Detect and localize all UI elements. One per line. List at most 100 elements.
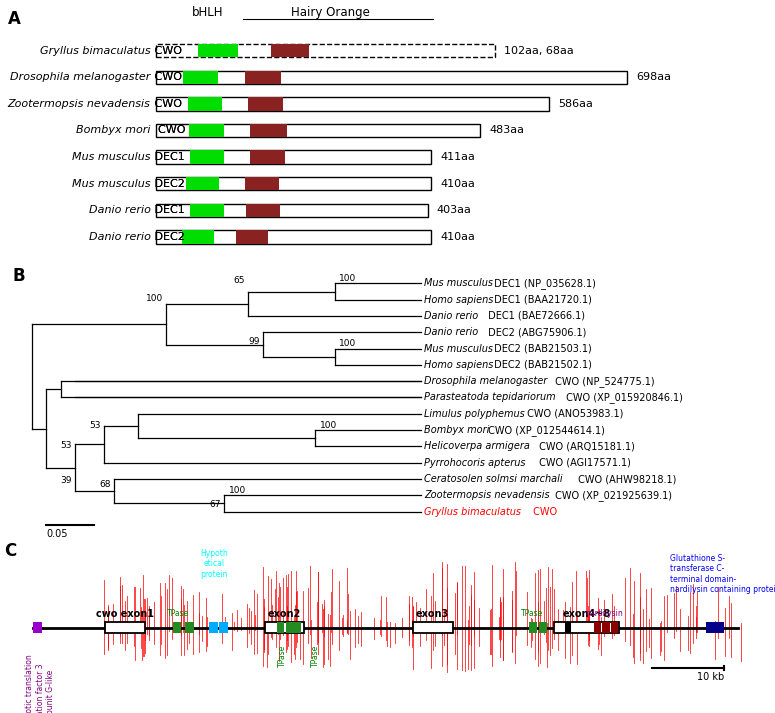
Text: DEC1: DEC1 bbox=[151, 205, 185, 215]
Bar bbox=[156, 71, 627, 84]
Text: Gryllus bimaculatus: Gryllus bimaculatus bbox=[40, 46, 150, 56]
Text: Parasteatoda tepidariorum: Parasteatoda tepidariorum bbox=[424, 392, 556, 403]
Bar bbox=[236, 230, 268, 244]
Text: Drosophila melanogaster: Drosophila melanogaster bbox=[424, 376, 547, 386]
Bar bbox=[246, 204, 281, 217]
Text: TPase: TPase bbox=[521, 609, 543, 617]
Bar bbox=[208, 622, 218, 633]
Text: CWO (ANO53983.1): CWO (ANO53983.1) bbox=[525, 409, 624, 419]
Text: Zootermopsis nevadensis: Zootermopsis nevadensis bbox=[8, 99, 150, 109]
Text: CWO (XP_012544614.1): CWO (XP_012544614.1) bbox=[485, 425, 605, 436]
Text: 483aa: 483aa bbox=[489, 125, 524, 135]
Text: Danio rerio: Danio rerio bbox=[424, 311, 478, 321]
Text: 39: 39 bbox=[60, 476, 72, 485]
Text: CWO: CWO bbox=[530, 507, 557, 517]
Bar bbox=[413, 622, 453, 633]
Bar bbox=[189, 124, 224, 137]
Text: Mus musculus: Mus musculus bbox=[72, 179, 150, 189]
Bar bbox=[173, 622, 181, 633]
Text: 10 kb: 10 kb bbox=[697, 672, 724, 682]
Text: eukaryotic translation
initiation factor 3
subunit G-like: eukaryotic translation initiation factor… bbox=[26, 655, 55, 713]
Text: Homo sapiens: Homo sapiens bbox=[424, 360, 494, 370]
Bar bbox=[183, 71, 219, 84]
Text: TPase: TPase bbox=[167, 609, 189, 617]
Text: 100: 100 bbox=[320, 421, 337, 430]
Text: Danio rerio: Danio rerio bbox=[88, 205, 150, 215]
Text: Danio rerio: Danio rerio bbox=[88, 232, 150, 242]
Text: Limulus polyphemus: Limulus polyphemus bbox=[424, 409, 525, 419]
Text: 0.05: 0.05 bbox=[46, 529, 67, 539]
Text: Gryllus bimaculatus: Gryllus bimaculatus bbox=[424, 507, 521, 517]
Text: 403aa: 403aa bbox=[436, 205, 471, 215]
Text: Hypoth
etical
protein: Hypoth etical protein bbox=[200, 549, 228, 578]
Bar bbox=[602, 622, 610, 633]
Text: exon4~8: exon4~8 bbox=[563, 609, 611, 619]
Text: DEC1: DEC1 bbox=[150, 205, 184, 215]
Bar bbox=[185, 622, 194, 633]
Bar bbox=[187, 177, 219, 190]
Text: CWO: CWO bbox=[150, 99, 181, 109]
Text: bHLH: bHLH bbox=[191, 6, 223, 19]
Text: 99: 99 bbox=[248, 337, 260, 346]
Text: CWO (AGI17571.1): CWO (AGI17571.1) bbox=[536, 458, 630, 468]
Text: TPase: TPase bbox=[278, 645, 287, 667]
Bar bbox=[539, 622, 546, 633]
Text: DEC2 (BAB21502.1): DEC2 (BAB21502.1) bbox=[491, 360, 592, 370]
Text: exon3: exon3 bbox=[416, 609, 449, 619]
Text: DEC2: DEC2 bbox=[150, 179, 184, 189]
Text: B: B bbox=[12, 267, 25, 285]
Bar bbox=[594, 622, 601, 633]
Text: DEC1: DEC1 bbox=[150, 152, 184, 162]
Bar bbox=[156, 230, 432, 244]
Bar bbox=[611, 622, 618, 633]
Text: DEC1 (BAA21720.1): DEC1 (BAA21720.1) bbox=[491, 294, 592, 304]
Text: CWO (XP_021925639.1): CWO (XP_021925639.1) bbox=[553, 490, 672, 501]
Text: DEC2: DEC2 bbox=[150, 232, 184, 242]
Text: 67: 67 bbox=[210, 500, 221, 509]
Text: CWO: CWO bbox=[151, 125, 186, 135]
Bar bbox=[33, 622, 42, 633]
Bar bbox=[198, 44, 238, 57]
Text: CWO (XP_015920846.1): CWO (XP_015920846.1) bbox=[563, 392, 684, 403]
Text: DEC2: DEC2 bbox=[151, 232, 185, 242]
Bar bbox=[277, 622, 284, 633]
Text: 410aa: 410aa bbox=[440, 232, 475, 242]
Text: CWO: CWO bbox=[151, 99, 182, 109]
Text: Bombyx mori: Bombyx mori bbox=[424, 425, 489, 435]
Text: Homo sapiens: Homo sapiens bbox=[424, 294, 494, 304]
Bar bbox=[156, 150, 432, 164]
Bar bbox=[156, 177, 432, 190]
Bar bbox=[219, 622, 228, 633]
Text: 411aa: 411aa bbox=[440, 152, 475, 162]
Bar bbox=[529, 622, 537, 633]
Text: 698aa: 698aa bbox=[636, 72, 671, 82]
Bar bbox=[286, 622, 294, 633]
Text: 53: 53 bbox=[89, 421, 101, 430]
Text: Hairy Orange: Hairy Orange bbox=[291, 6, 370, 19]
Text: CWO: CWO bbox=[150, 46, 181, 56]
Text: A: A bbox=[8, 10, 21, 28]
Text: Bombyx mori: Bombyx mori bbox=[76, 125, 150, 135]
Bar bbox=[156, 97, 549, 111]
Bar bbox=[190, 150, 224, 164]
Text: CWO: CWO bbox=[150, 125, 185, 135]
Text: Pyrrohocoris apterus: Pyrrohocoris apterus bbox=[424, 458, 525, 468]
Text: 100: 100 bbox=[339, 274, 356, 283]
Text: CWO (ARQ15181.1): CWO (ARQ15181.1) bbox=[536, 441, 635, 451]
Text: C: C bbox=[4, 542, 16, 560]
Text: CWO (NP_524775.1): CWO (NP_524775.1) bbox=[553, 376, 655, 386]
Text: Mus musculus: Mus musculus bbox=[424, 278, 493, 288]
Bar bbox=[294, 622, 301, 633]
Text: Ceratosolen solmsi marchali: Ceratosolen solmsi marchali bbox=[424, 474, 563, 484]
Bar bbox=[156, 44, 495, 57]
Text: Danio rerio: Danio rerio bbox=[424, 327, 478, 337]
Bar bbox=[182, 230, 214, 244]
Text: 100: 100 bbox=[339, 339, 356, 348]
Bar bbox=[264, 622, 305, 633]
Bar bbox=[156, 124, 480, 137]
Bar bbox=[156, 204, 428, 217]
Text: DEC2: DEC2 bbox=[151, 179, 185, 189]
Bar bbox=[250, 150, 285, 164]
Bar bbox=[271, 44, 309, 57]
Text: 68: 68 bbox=[99, 480, 111, 489]
